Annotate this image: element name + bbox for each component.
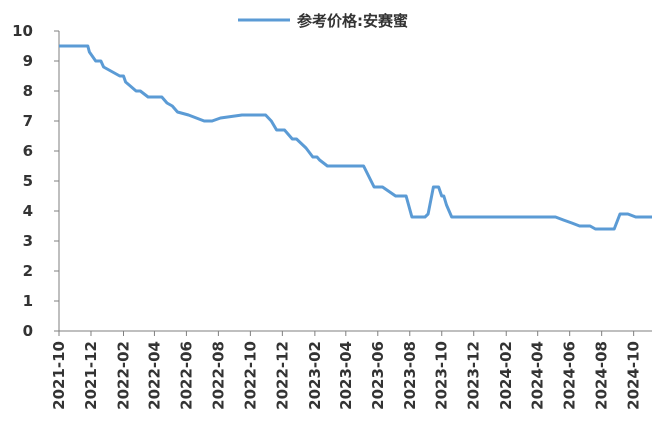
legend: 参考价格:安赛蜜 (238, 12, 408, 30)
x-tick-label: 2023-06 (369, 341, 387, 410)
y-tick-label: 8 (23, 82, 33, 100)
x-tick-label: 2023-10 (433, 341, 451, 410)
x-tick-label: 2023-04 (337, 341, 355, 410)
x-tick-label: 2023-12 (465, 341, 483, 410)
y-tick-label: 3 (23, 232, 33, 250)
x-tick-label: 2024-06 (561, 341, 579, 410)
x-tick-label: 2022-12 (273, 341, 291, 410)
x-tick-label: 2024-02 (497, 341, 515, 410)
x-tick-label: 2024-04 (529, 341, 547, 410)
x-tick-label: 2021-10 (50, 341, 68, 410)
x-tick-label: 2024-10 (625, 341, 643, 410)
x-tick-label: 2024-08 (593, 341, 611, 410)
y-tick-label: 5 (23, 172, 33, 190)
y-tick-label: 4 (23, 202, 33, 220)
x-tick-label: 2023-08 (401, 341, 419, 410)
x-axis: 2021-10 2021-12 2022-02 2022-04 2022-06 2022-… (50, 330, 652, 410)
y-tick-label: 9 (23, 52, 33, 70)
y-tick-label: 2 (23, 262, 33, 280)
y-tick-label: 1 (23, 292, 33, 310)
x-tick-label: 2022-10 (241, 341, 259, 410)
x-tick-label: 2022-06 (177, 341, 195, 410)
x-tick-label: 2022-04 (145, 341, 163, 410)
x-tick-label: 2022-02 (114, 341, 132, 410)
y-axis: 0 1 2 3 4 5 6 7 8 9 10 (12, 22, 60, 340)
y-tick-label: 0 (23, 322, 33, 340)
x-tick-label: 2022-08 (209, 341, 227, 410)
y-tick-label: 6 (23, 142, 33, 160)
series-line (59, 44, 652, 231)
x-tick-label: 2023-02 (306, 341, 324, 410)
legend-label: 参考价格:安赛蜜 (297, 12, 408, 30)
y-tick-label: 10 (12, 22, 33, 40)
x-tick-label: 2021-12 (82, 341, 100, 410)
series-layer (59, 44, 652, 231)
y-tick-label: 7 (23, 112, 33, 130)
